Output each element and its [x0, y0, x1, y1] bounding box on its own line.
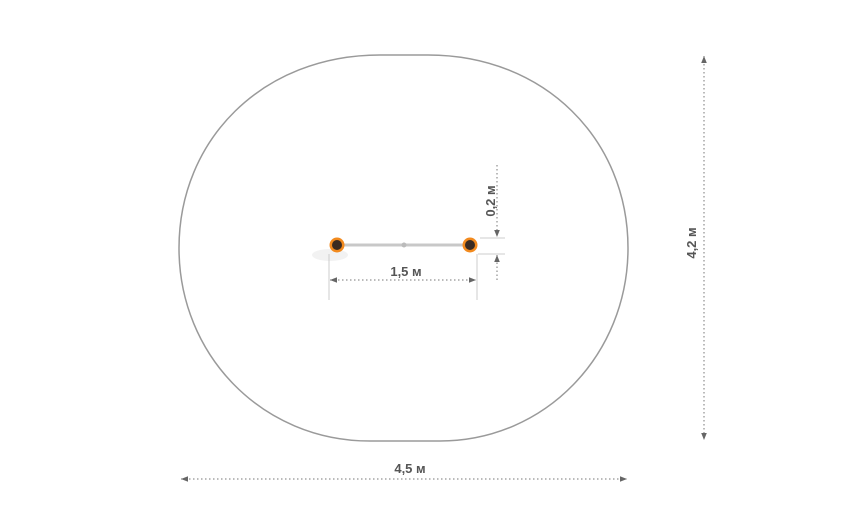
safety-zone-outline	[178, 54, 629, 442]
post-right	[462, 237, 478, 253]
bar-length-label: 1,5 м	[390, 264, 421, 279]
height-label: 4,2 м	[684, 227, 699, 258]
post-left	[329, 237, 345, 253]
bar-center-joint	[401, 242, 407, 248]
bar-offset-label: 0,2 м	[483, 185, 498, 216]
width-label: 4,5 м	[394, 461, 425, 476]
bar-shadow	[312, 249, 348, 261]
